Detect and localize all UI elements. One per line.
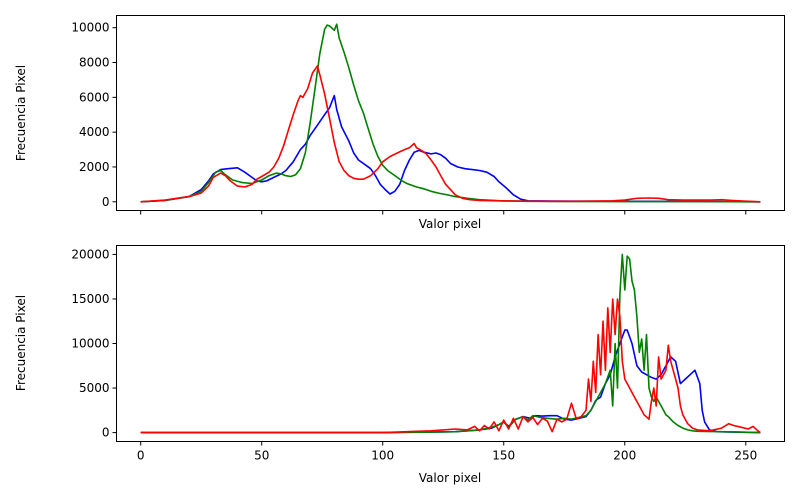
top-histogram-panel: 0 2000 4000 6000 8000 10000 Valor pixel Frecu… (14, 15, 785, 231)
bottom-y-tick-label: 0 (102, 426, 110, 440)
top-blue-channel-line (140, 94, 761, 203)
bottom-x-tick-label: 250 (734, 449, 757, 463)
bottom-blue-channel-line (140, 329, 761, 434)
bottom-x-tick-label: 150 (492, 449, 515, 463)
bottom-x-tick-label: 0 (137, 449, 145, 463)
top-red-channel-line (140, 65, 761, 203)
bottom-x-tick-label: 200 (613, 449, 636, 463)
top-y-tick-label: 0 (102, 195, 110, 209)
bottom-y-axis-label: Frecuencia Pixel (14, 295, 28, 391)
bottom-x-axis-label: Valor pixel (419, 471, 481, 485)
bottom-y-tick-label: 10000 (71, 337, 109, 351)
bottom-red-channel-line (140, 298, 761, 434)
bottom-histogram-panel: 0 50 100 150 200 250 0 5000 10000 15000 20000 Val… (14, 245, 785, 485)
top-plot-frame (116, 15, 785, 211)
top-y-tick-label: 4000 (79, 125, 110, 139)
bottom-x-tick-label: 50 (254, 449, 269, 463)
top-y-tick-label: 6000 (79, 90, 110, 104)
top-y-tick-label: 10000 (71, 21, 109, 35)
bottom-x-tick-label: 100 (371, 449, 394, 463)
top-x-axis-label: Valor pixel (419, 217, 481, 231)
bottom-plot-frame (116, 245, 785, 442)
bottom-y-tick-label: 5000 (79, 381, 110, 395)
bottom-y-tick-label: 15000 (71, 292, 109, 306)
top-y-tick-label: 2000 (79, 160, 110, 174)
top-y-axis-label: Frecuencia Pixel (14, 65, 28, 161)
bottom-green-channel-line (140, 253, 761, 434)
bottom-y-tick-label: 20000 (71, 247, 109, 261)
top-green-channel-line (140, 23, 761, 203)
top-y-tick-label: 8000 (79, 56, 110, 70)
